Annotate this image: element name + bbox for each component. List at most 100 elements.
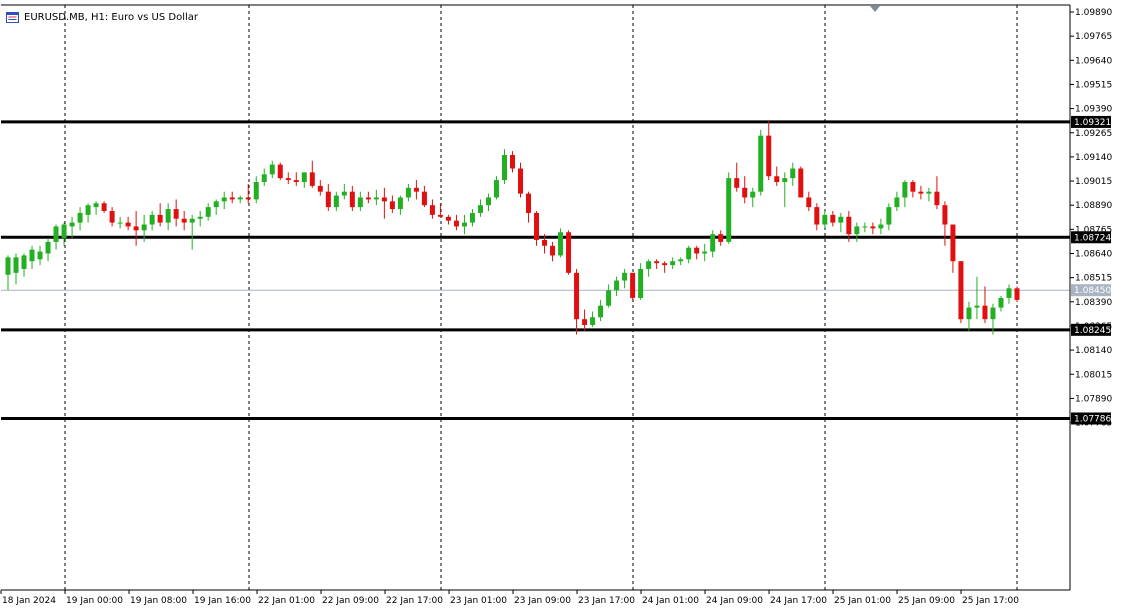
time-tick-label: 24 Jan 17:00 xyxy=(770,596,827,606)
price-tick-label: 1.08765 xyxy=(1075,225,1112,235)
bullish-candle-body xyxy=(702,251,708,254)
bearish-candle-body xyxy=(293,180,299,183)
bearish-candle-body xyxy=(742,187,748,198)
bullish-candle-body xyxy=(493,180,499,198)
time-tick-label: 19 Jan 00:00 xyxy=(66,596,123,606)
bullish-candle-body xyxy=(77,212,83,223)
candlestick xyxy=(317,180,323,196)
price-tick-label: 1.08140 xyxy=(1075,346,1112,356)
candlestick xyxy=(718,230,724,246)
bullish-candle-body xyxy=(357,197,363,208)
candlestick xyxy=(269,160,275,179)
bearish-candle-body xyxy=(566,232,572,273)
candlestick xyxy=(165,203,171,231)
bearish-candle-body xyxy=(766,135,772,177)
candlestick xyxy=(325,183,331,211)
candlestick xyxy=(758,129,764,196)
price-tick-label: 1.09765 xyxy=(1075,32,1112,42)
candlestick xyxy=(69,216,75,239)
candlestick xyxy=(37,245,43,266)
candlestick xyxy=(830,210,836,227)
bearish-candle-body xyxy=(125,222,131,227)
candlestick xyxy=(510,151,515,173)
bearish-candle-body xyxy=(109,210,115,223)
bearish-candle-body xyxy=(774,176,780,183)
bearish-candle-body xyxy=(910,182,916,192)
bullish-candle-body xyxy=(782,178,788,183)
candlestick xyxy=(349,185,355,211)
candlestick xyxy=(5,255,11,291)
candlestick xyxy=(646,259,652,277)
bullish-candle-body xyxy=(678,259,684,262)
candlestick xyxy=(798,166,804,198)
price-tick-label: 1.08015 xyxy=(1075,370,1112,380)
bullish-candle-body xyxy=(5,257,11,275)
candlestick xyxy=(998,296,1004,312)
candlestick xyxy=(926,187,932,202)
candlestick xyxy=(678,257,684,266)
bearish-candle-body xyxy=(526,193,532,213)
candlestick xyxy=(526,191,532,223)
candlestick xyxy=(774,166,780,186)
bearish-candle-body xyxy=(133,226,139,231)
candlestick xyxy=(622,268,628,289)
bullish-candle-body xyxy=(149,214,155,225)
bearish-candle-body xyxy=(654,261,660,264)
level-price-tag: 1.08724 xyxy=(1071,231,1111,244)
bullish-candle-body xyxy=(197,216,203,219)
candlestick xyxy=(566,230,572,275)
bullish-candle-body xyxy=(261,174,267,183)
price-tick-label: 1.08640 xyxy=(1075,250,1112,260)
candlestick xyxy=(942,201,948,246)
bearish-candle-body xyxy=(445,216,451,221)
bearish-candle-body xyxy=(574,272,580,320)
candlestick xyxy=(598,299,604,322)
bullish-candle-body xyxy=(686,247,692,260)
candlestick xyxy=(445,214,451,225)
current-price-tag-box xyxy=(1071,284,1111,297)
bearish-candle-body xyxy=(309,172,315,186)
candlestick xyxy=(157,203,163,227)
bullish-candle-body xyxy=(237,197,243,200)
level-price-tag-label: 1.09321 xyxy=(1074,118,1111,128)
chart-window-icon xyxy=(6,11,19,23)
bearish-candle-body xyxy=(798,168,804,198)
candlestick xyxy=(614,276,620,297)
bullish-candle-body xyxy=(598,305,604,318)
candlestick xyxy=(838,212,844,233)
bullish-candle-body xyxy=(333,195,339,208)
bullish-candle-body xyxy=(886,207,892,225)
bullish-candle-body xyxy=(558,232,564,256)
candlestick xyxy=(381,187,387,219)
candlestick xyxy=(397,195,403,215)
bullish-candle-body xyxy=(838,216,844,223)
chart-shift-marker-icon[interactable] xyxy=(870,6,880,12)
bullish-candle-body xyxy=(726,178,732,242)
chart-frame xyxy=(1,4,1071,591)
candlestick xyxy=(670,257,676,269)
candlestick xyxy=(814,203,820,231)
bearish-candle-body xyxy=(510,154,515,169)
candlestick xyxy=(213,199,219,215)
candlestick xyxy=(117,216,123,229)
candlestick xyxy=(590,311,596,327)
bearish-candle-body xyxy=(245,197,251,200)
level-price-tag-box xyxy=(1071,115,1111,128)
chart-title: EURUSD.MB, H1: Euro vs US Dollar xyxy=(24,11,199,23)
candlestick xyxy=(686,245,692,264)
bullish-candle-body xyxy=(822,214,828,225)
bullish-candle-body xyxy=(998,297,1004,308)
candlestick xyxy=(638,263,644,300)
price-tick-label: 1.09515 xyxy=(1075,80,1112,90)
candlestick xyxy=(1006,284,1012,304)
bearish-candle-body xyxy=(437,214,443,217)
candlestick xyxy=(790,162,796,186)
time-tick-label: 19 Jan 16:00 xyxy=(194,596,251,606)
candlestick xyxy=(894,191,900,211)
candlestick xyxy=(846,210,852,242)
price-axis: 1.09890 1.09765 1.09640 1.09515 1.09390 1.092… xyxy=(1070,8,1112,429)
candlestick xyxy=(421,185,427,208)
candlestick xyxy=(189,214,195,250)
current-price-tag: 1.08450 xyxy=(1071,284,1111,297)
